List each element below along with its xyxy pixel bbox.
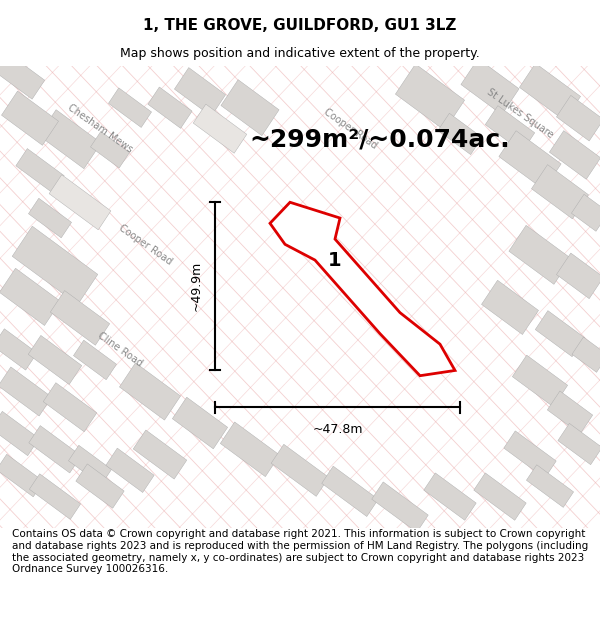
Text: Cooper Road: Cooper Road [116,222,173,266]
Text: Map shows position and indicative extent of the property.: Map shows position and indicative extent… [120,48,480,60]
Polygon shape [532,164,589,219]
Polygon shape [109,88,152,127]
Polygon shape [76,464,124,508]
Polygon shape [0,268,61,326]
Polygon shape [270,202,455,376]
Polygon shape [28,198,71,238]
Polygon shape [481,280,539,334]
Polygon shape [526,465,574,508]
Polygon shape [550,131,600,179]
Polygon shape [504,431,556,478]
Polygon shape [512,355,568,407]
Polygon shape [520,63,581,121]
Polygon shape [499,131,561,190]
Text: Chesham Mews: Chesham Mews [66,102,134,155]
Polygon shape [221,79,279,136]
Text: ~299m²/~0.074ac.: ~299m²/~0.074ac. [250,127,511,151]
Polygon shape [535,311,585,357]
Polygon shape [571,194,600,231]
Polygon shape [271,444,329,496]
Text: 1, THE GROVE, GUILDFORD, GU1 3LZ: 1, THE GROVE, GUILDFORD, GU1 3LZ [143,18,457,33]
Polygon shape [556,96,600,141]
Polygon shape [106,448,154,493]
Polygon shape [91,131,130,168]
Polygon shape [372,482,428,532]
Polygon shape [0,367,52,416]
Polygon shape [474,473,526,520]
Polygon shape [572,337,600,372]
Polygon shape [395,64,464,131]
Polygon shape [43,382,97,432]
Polygon shape [0,454,44,497]
Polygon shape [0,329,37,370]
Polygon shape [29,426,81,473]
Polygon shape [0,411,39,456]
Polygon shape [49,175,111,230]
Text: 1: 1 [328,251,342,269]
Text: St Lukes Square: St Lukes Square [485,86,555,139]
Polygon shape [1,91,59,145]
Polygon shape [509,226,571,284]
Polygon shape [558,423,600,465]
Polygon shape [12,226,98,304]
Text: ~49.9m: ~49.9m [190,261,203,311]
Polygon shape [556,253,600,299]
Polygon shape [119,363,181,420]
Polygon shape [29,474,80,519]
Polygon shape [39,110,101,169]
Polygon shape [175,68,226,116]
Polygon shape [424,473,476,520]
Polygon shape [438,113,482,154]
Polygon shape [193,104,247,153]
Polygon shape [73,340,116,380]
Polygon shape [68,445,112,485]
Text: Cooper Road: Cooper Road [322,107,379,151]
Polygon shape [28,336,82,384]
Text: Cline Road: Cline Road [96,331,144,369]
Text: Contains OS data © Crown copyright and database right 2021. This information is : Contains OS data © Crown copyright and d… [12,529,588,574]
Polygon shape [16,149,64,193]
Polygon shape [220,422,280,477]
Polygon shape [50,291,110,345]
Polygon shape [133,430,187,479]
Polygon shape [172,397,227,449]
Text: ~47.8m: ~47.8m [312,423,363,436]
Polygon shape [485,106,535,152]
Polygon shape [322,466,378,516]
Polygon shape [461,59,519,114]
Polygon shape [148,87,192,128]
Polygon shape [547,391,593,434]
Polygon shape [0,53,45,99]
